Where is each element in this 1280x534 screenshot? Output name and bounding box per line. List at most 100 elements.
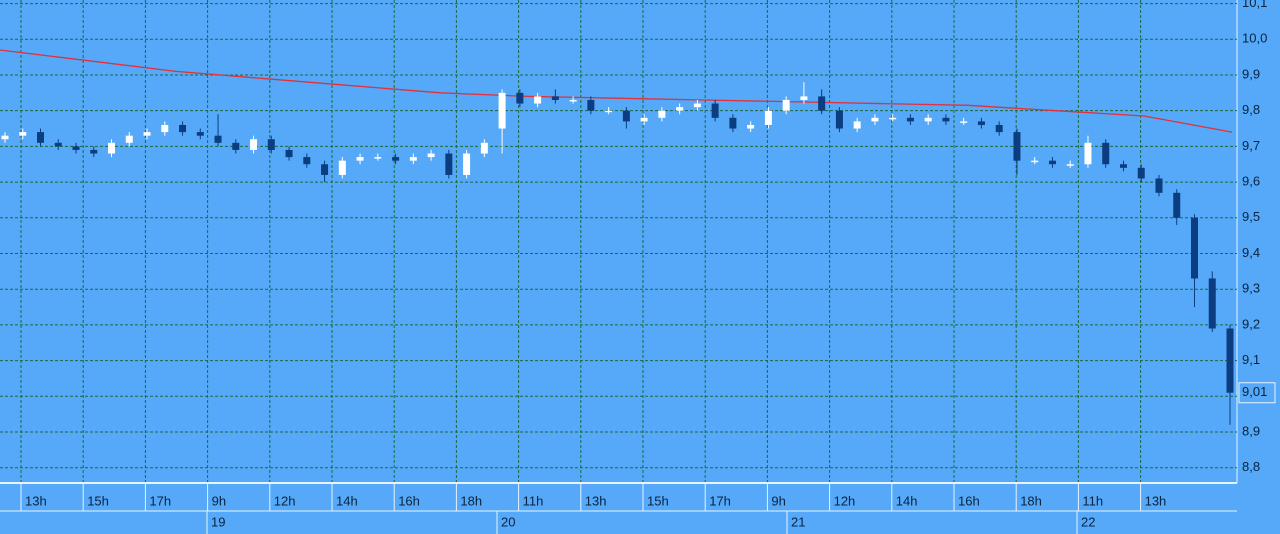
candle-body	[658, 110, 666, 118]
candle-body	[19, 132, 27, 136]
candle-body	[480, 142, 488, 154]
y-tick-label: 9,3	[1242, 281, 1260, 296]
x-tick-label: 14h	[896, 493, 918, 508]
candle-body	[1084, 142, 1092, 165]
x-tick-label: 13h	[25, 493, 47, 508]
candle-body	[1155, 178, 1163, 193]
candle-body	[711, 103, 719, 118]
candle-body	[1137, 167, 1145, 179]
candle-body	[960, 121, 968, 123]
candle-body	[977, 121, 985, 125]
candle-body	[214, 135, 222, 143]
y-tick-label: 9,9	[1242, 66, 1260, 81]
candle-body	[1173, 192, 1181, 218]
x-tick-label: 15h	[87, 493, 109, 508]
y-tick-label: 9,4	[1242, 245, 1260, 260]
candle-body	[818, 96, 826, 111]
y-tick-label: 9,6	[1242, 174, 1260, 189]
candle-body	[54, 142, 62, 147]
candle-body	[569, 99, 577, 102]
date-label: 21	[791, 514, 805, 529]
candle-body	[445, 153, 453, 175]
candle-body	[942, 117, 950, 122]
x-tick-label: 9h	[212, 493, 226, 508]
candle-body	[729, 117, 737, 129]
candle-body	[179, 124, 187, 133]
candle-body	[640, 117, 648, 122]
last-price-label: 9,01	[1242, 384, 1267, 399]
candle-body	[303, 157, 311, 165]
candle-body	[37, 132, 45, 143]
candle-body	[1048, 160, 1056, 165]
candle-body	[463, 153, 471, 175]
candle-body	[906, 117, 914, 122]
y-tick-label: 10,1	[1242, 0, 1267, 10]
candle-body	[1031, 160, 1039, 163]
candle-body	[90, 149, 98, 154]
candle-body	[338, 160, 346, 175]
date-label: 19	[211, 514, 225, 529]
x-tick-label: 18h	[460, 493, 482, 508]
candle-body	[693, 103, 701, 108]
x-tick-label: 14h	[336, 493, 358, 508]
candle-body	[782, 99, 790, 111]
candle-body	[835, 110, 843, 129]
candle-body	[409, 157, 417, 161]
candle-body	[800, 96, 808, 100]
candle-body	[1226, 328, 1234, 393]
y-tick-label: 9,8	[1242, 102, 1260, 117]
candle-body	[427, 153, 435, 158]
x-tick-label: 17h	[709, 493, 731, 508]
x-tick-label: 11h	[1082, 493, 1103, 508]
date-label: 22	[1081, 514, 1095, 529]
candle-body	[285, 149, 293, 158]
candle-body	[232, 142, 240, 150]
candle-body	[321, 164, 329, 175]
candle-body	[622, 110, 630, 122]
y-tick-label: 8,8	[1242, 459, 1260, 474]
last-price-box	[1238, 382, 1276, 404]
x-tick-label: 16h	[398, 493, 420, 508]
candle-body	[1066, 164, 1074, 166]
candle-body	[196, 132, 204, 136]
x-tick-label: 13h	[585, 493, 607, 508]
candle-body	[764, 110, 772, 125]
candle-body	[1, 135, 9, 140]
candle-body	[747, 124, 755, 129]
candle-body	[1102, 142, 1110, 165]
y-tick-label: 8,9	[1242, 423, 1260, 438]
candle-body	[853, 121, 861, 129]
x-tick-label: 17h	[149, 493, 171, 508]
candle-body	[125, 135, 133, 143]
y-tick-label: 9,7	[1242, 138, 1260, 153]
candle-body	[995, 124, 1003, 133]
y-tick-label: 9,1	[1242, 352, 1260, 367]
candle-body	[250, 139, 258, 150]
candle-body	[1190, 217, 1198, 279]
date-label: 20	[501, 514, 515, 529]
x-tick-label: 18h	[1020, 493, 1042, 508]
candle-body	[871, 117, 879, 122]
x-tick-label: 13h	[1145, 493, 1167, 508]
x-tick-label: 15h	[647, 493, 669, 508]
candle-body	[161, 124, 169, 133]
candle-body	[605, 110, 613, 113]
candle-body	[551, 96, 559, 100]
candle-body	[587, 99, 595, 111]
moving-average-line	[0, 49, 1233, 133]
candle-body	[924, 117, 932, 122]
candle-body	[392, 157, 400, 161]
candle-body	[1208, 278, 1216, 329]
y-tick-label: 9,5	[1242, 209, 1260, 224]
x-tick-label: 9h	[771, 493, 785, 508]
x-tick-label: 12h	[834, 493, 856, 508]
x-tick-label: 12h	[274, 493, 296, 508]
candle-body	[534, 96, 542, 104]
candle-body	[889, 117, 897, 120]
candle-body	[1013, 132, 1021, 161]
candle-body	[516, 92, 524, 104]
candle-body	[374, 157, 382, 159]
x-tick-label: 11h	[523, 493, 544, 508]
